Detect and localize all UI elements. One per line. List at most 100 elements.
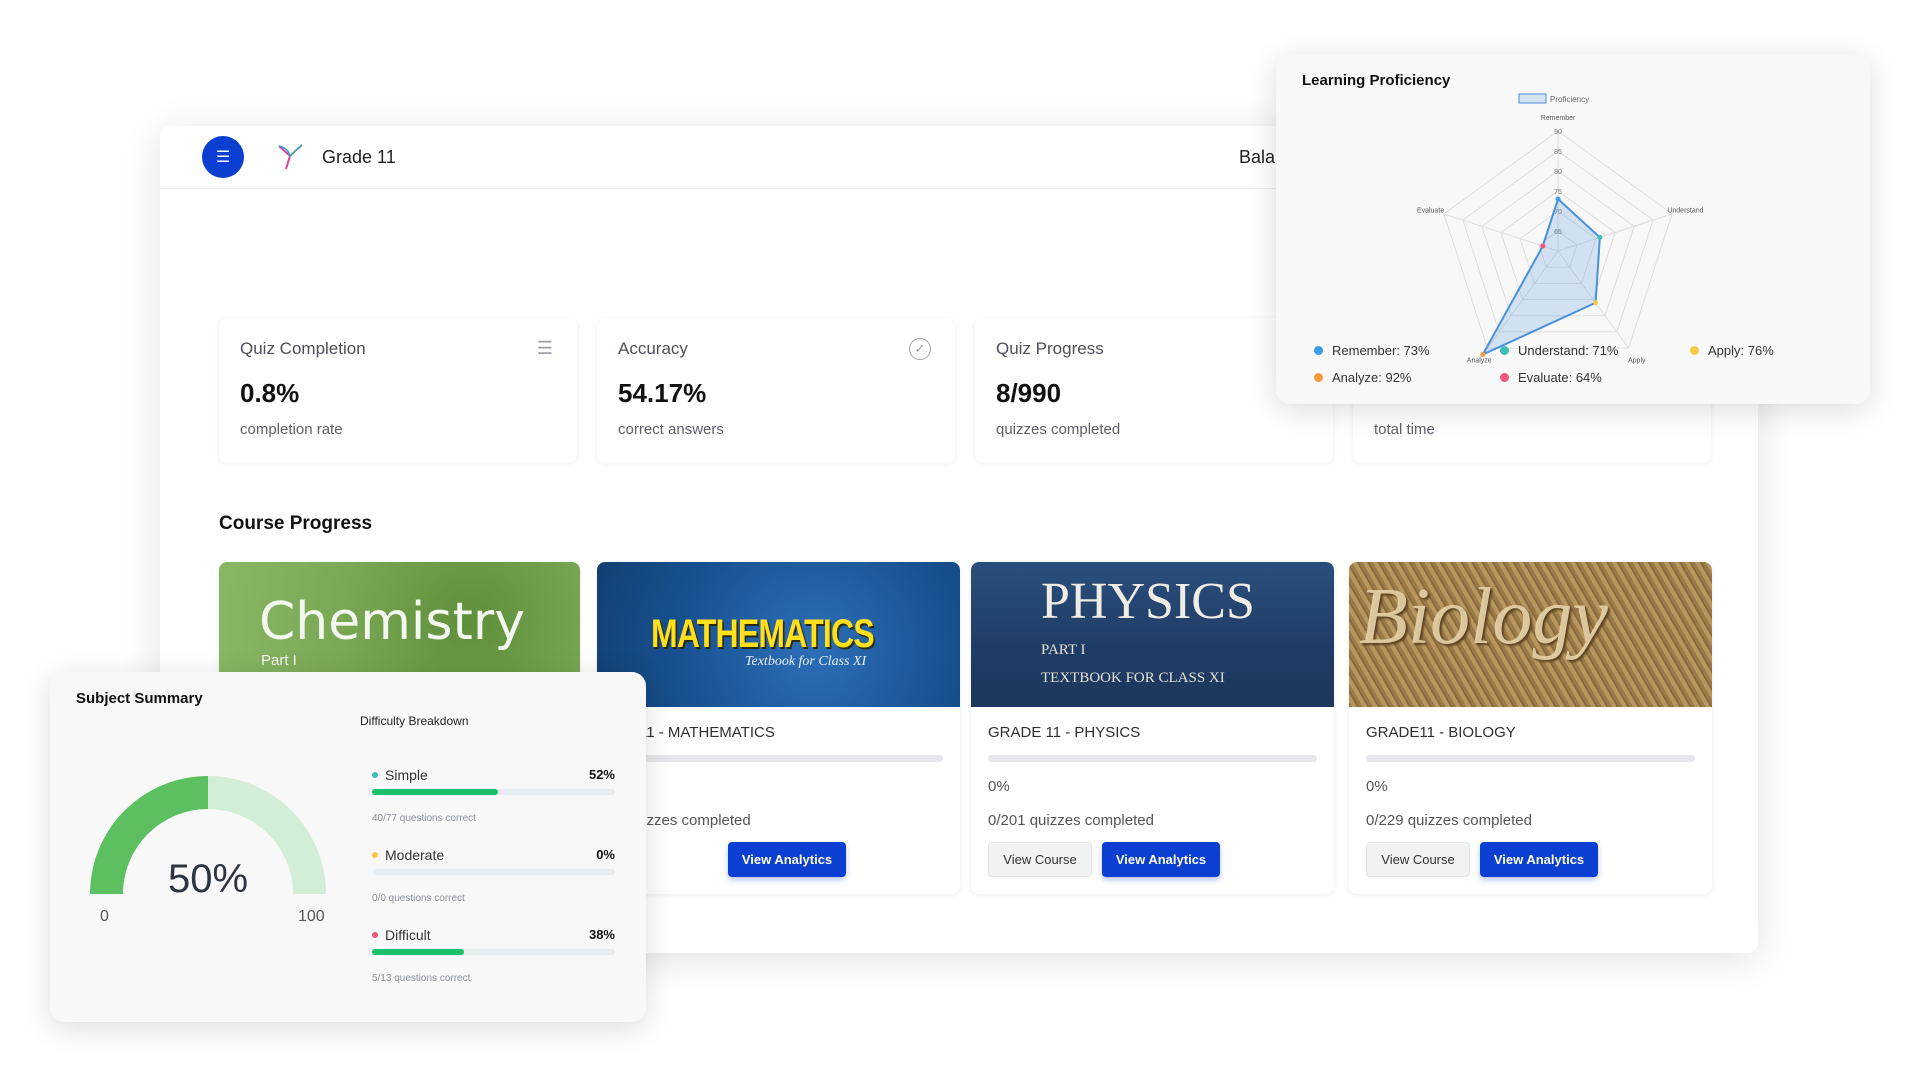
- radar-grid-ring: [1443, 130, 1673, 349]
- mathematics-cover-image: MATHEMATICS Textbook for Class XI: [597, 562, 960, 707]
- stat-value: 54.17%: [618, 378, 707, 408]
- biology-cover-image: Biology: [1349, 562, 1712, 707]
- radar-point-evaluate: [1540, 243, 1546, 249]
- radar-grid-ring: [1481, 170, 1635, 317]
- legend-label: Analyze: 92%: [1332, 370, 1412, 385]
- view-analytics-button[interactable]: View Analytics: [1480, 842, 1598, 877]
- gauge-value: 50%: [167, 857, 249, 901]
- course-title: GRADE 11 - PHYSICS: [988, 724, 1141, 741]
- legend-item-apply: Apply: 76%: [1690, 343, 1774, 358]
- legend-dot: [1314, 373, 1323, 382]
- radar-point-remember: [1555, 196, 1561, 202]
- top-header: ☰ Grade 11 Bala: [160, 126, 1758, 189]
- legend-item-evaluate: Evaluate: 64%: [1500, 370, 1602, 385]
- course-progress-bar: [614, 755, 943, 762]
- cover-subtitle: PART I: [1041, 642, 1086, 658]
- stat-card-quiz-progress: Quiz Progress 8/990 quizzes completed: [975, 318, 1333, 463]
- difficulty-progress-fill: [372, 789, 499, 795]
- radar-tick-label: 90: [1554, 129, 1562, 136]
- radar-grid-ring: [1462, 150, 1654, 333]
- radar-point-analyze: [1480, 352, 1486, 358]
- radar-legend-label: Proficiency: [1550, 95, 1589, 104]
- difficulty-percent: 52%: [588, 767, 615, 782]
- legend-label: Apply: 76%: [1708, 343, 1774, 358]
- course-progress-title: Course Progress: [219, 513, 373, 534]
- radar-axis-label: Remember: [1541, 115, 1576, 122]
- radar-tick-label: 75: [1554, 189, 1562, 196]
- radar-spoke: [1557, 250, 1629, 349]
- radar-axis-label: Understand: [1667, 208, 1703, 215]
- quizzes-completed: 0/201 quizzes completed: [988, 812, 1154, 829]
- course-card-physics: PHYSICS PART I TEXTBOOK FOR CLASS XI GRA…: [971, 562, 1334, 894]
- radar-grid-ring: [1538, 230, 1578, 268]
- view-analytics-button[interactable]: View Analytics: [728, 842, 846, 877]
- course-title: DE 11 - MATHEMATICS: [614, 724, 775, 741]
- difficulty-label: Difficult: [385, 927, 431, 943]
- radar-spoke: [1557, 213, 1673, 252]
- course-progress-bar: [988, 755, 1317, 762]
- radar-series-polygon: [1480, 197, 1601, 357]
- quizzes-completed: 7 quizzes completed: [614, 812, 751, 829]
- legend-item-remember: Remember: 73%: [1314, 343, 1430, 358]
- learning-proficiency-card: Learning Proficiency Remember Understand A…: [1276, 54, 1870, 404]
- stat-card-quiz-completion: Quiz Completion ☰ 0.8% completion rate: [219, 318, 577, 463]
- difficulty-name: Moderate: [372, 847, 444, 863]
- view-analytics-button[interactable]: View Analytics: [1102, 842, 1220, 877]
- difficulty-dot: [372, 932, 378, 938]
- cover-title: MATHEMATICS: [651, 612, 875, 656]
- menu-button[interactable]: ☰: [202, 136, 244, 178]
- gauge-max: 100: [298, 908, 325, 925]
- difficulty-percent: 38%: [588, 927, 615, 942]
- legend-dot: [1500, 373, 1509, 382]
- gauge-track: [208, 776, 326, 894]
- difficulty-name: Simple: [372, 767, 428, 783]
- subject-summary-title: Subject Summary: [76, 690, 203, 707]
- subject-summary-card: Subject Summary Difficulty Breakdown 50%…: [50, 672, 646, 1022]
- user-name: Bala: [1239, 147, 1276, 167]
- difficulty-progress-bar: [372, 789, 615, 795]
- difficulty-progress-bar: [372, 869, 615, 875]
- course-progress-percent: 0%: [988, 778, 1010, 795]
- radar-tick-label: 80: [1554, 169, 1562, 176]
- gauge-chart: [90, 776, 326, 894]
- radar-legend-swatch: [1518, 93, 1547, 104]
- difficulty-detail: 40/77 questions correct: [372, 813, 476, 824]
- difficulty-label: Simple: [385, 767, 428, 783]
- legend-label: Understand: 71%: [1518, 343, 1619, 358]
- difficulty-label: Moderate: [385, 847, 445, 863]
- difficulty-detail: 5/13 questions correct: [372, 973, 471, 984]
- cover-title: Biology: [1359, 573, 1608, 661]
- check-circle-icon: ✓: [909, 338, 931, 360]
- menu-icon: ☰: [215, 149, 231, 166]
- stat-title: Quiz Progress: [996, 339, 1104, 358]
- radar-tick-label: 65: [1554, 229, 1562, 236]
- stat-subtitle: completion rate: [240, 421, 343, 438]
- view-course-button[interactable]: View Course: [1366, 842, 1470, 877]
- cover-subtitle: Part I: [261, 652, 297, 669]
- difficulty-dot: [372, 852, 378, 858]
- legend-dot: [1500, 346, 1509, 355]
- difficulty-progress-bar: [372, 949, 615, 955]
- legend-label: Remember: 73%: [1332, 343, 1430, 358]
- bird-logo-icon: [278, 144, 303, 170]
- cover-subtitle-2: TEXTBOOK FOR CLASS XI: [1041, 670, 1225, 686]
- radar-grid-ring: [1519, 210, 1597, 284]
- stat-subtitle: correct answers: [618, 421, 724, 438]
- view-course-button[interactable]: View Course: [988, 842, 1092, 877]
- radar-spoke: [1443, 213, 1559, 252]
- course-progress-bar: [1366, 755, 1695, 762]
- course-progress-percent: 0%: [1366, 778, 1388, 795]
- stat-title: Accuracy: [618, 339, 688, 358]
- legend-item-understand: Understand: 71%: [1500, 343, 1618, 358]
- radar-tick-label: 85: [1554, 149, 1562, 156]
- stat-subtitle: quizzes completed: [996, 421, 1121, 438]
- radar-axis-label: Apply: [1628, 357, 1646, 364]
- legend-dot: [1314, 346, 1323, 355]
- stat-value: 0.8%: [240, 378, 300, 408]
- difficulty-progress-fill: [372, 949, 465, 955]
- difficulty-name: Difficult: [372, 927, 431, 943]
- radar-point-understand: [1597, 234, 1603, 240]
- quizzes-completed: 0/229 quizzes completed: [1366, 812, 1532, 829]
- radar-chart: Remember Understand Apply Analyze Evaluate 65…: [1417, 93, 1704, 364]
- difficulty-percent: 0%: [596, 847, 615, 862]
